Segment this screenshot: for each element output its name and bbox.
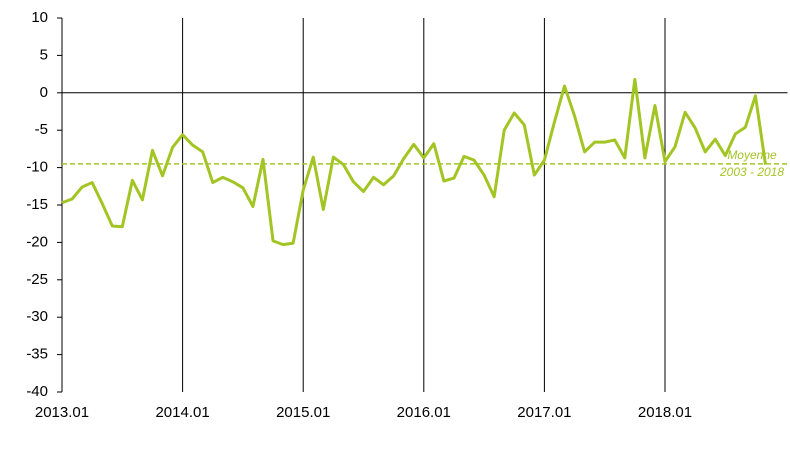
y-tick-label: -15 xyxy=(26,196,48,213)
x-tick-label: 2018.01 xyxy=(638,404,692,421)
x-tick-label: 2016.01 xyxy=(397,404,451,421)
reference-label: 2003 - 2018 xyxy=(719,165,784,179)
x-tick-label: 2015.01 xyxy=(276,404,330,421)
x-tick-label: 2017.01 xyxy=(517,404,571,421)
y-tick-label: -35 xyxy=(26,346,48,363)
y-tick-label: -25 xyxy=(26,271,48,288)
y-tick-label: -40 xyxy=(26,383,48,400)
x-tick-label: 2013.01 xyxy=(35,404,89,421)
y-tick-label: -20 xyxy=(26,233,48,250)
y-tick-label: 0 xyxy=(40,84,48,101)
reference-label: Moyenne xyxy=(727,148,777,162)
y-tick-label: 10 xyxy=(31,9,48,26)
y-tick-label: 5 xyxy=(40,46,48,63)
x-tick-label: 2014.01 xyxy=(155,404,209,421)
y-tick-label: -5 xyxy=(35,121,48,138)
y-tick-label: -30 xyxy=(26,308,48,325)
y-tick-label: -10 xyxy=(26,159,48,176)
data-line xyxy=(61,77,767,247)
